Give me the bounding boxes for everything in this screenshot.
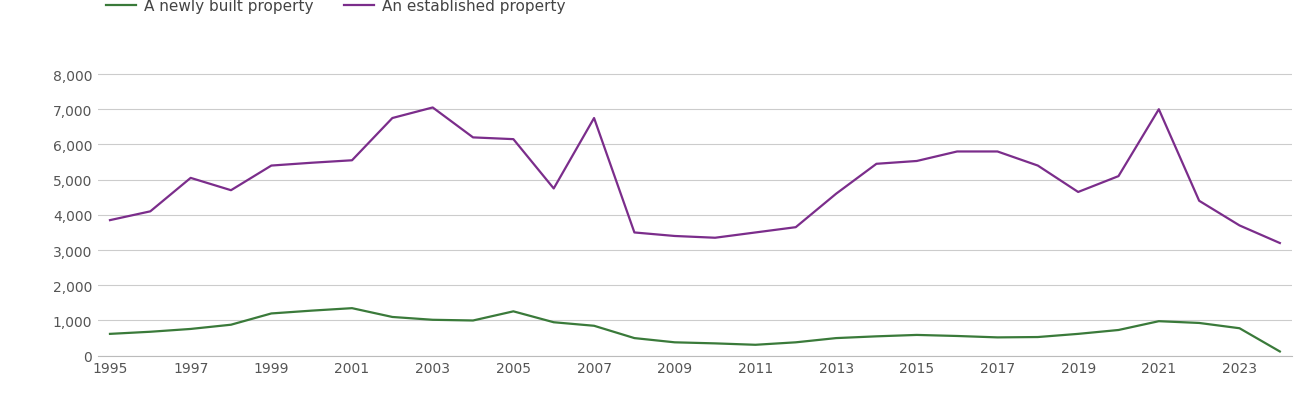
An established property [989, 150, 1005, 155]
A newly built property [829, 336, 844, 341]
An established property [183, 176, 198, 181]
A newly built property [910, 333, 925, 337]
Line: A newly built property: A newly built property [110, 308, 1280, 352]
An established property [505, 137, 521, 142]
A newly built property [1232, 326, 1248, 331]
A newly built property [586, 324, 602, 328]
An established property [465, 136, 480, 141]
A newly built property [989, 335, 1005, 340]
A newly built property [505, 309, 521, 314]
A newly built property [707, 341, 723, 346]
An established property [586, 116, 602, 121]
An established property [1070, 190, 1086, 195]
An established property [1232, 223, 1248, 228]
A newly built property [545, 320, 561, 325]
An established property [626, 230, 642, 235]
An established property [345, 158, 360, 163]
A newly built property [788, 340, 804, 345]
A newly built property [949, 334, 964, 339]
A newly built property [1111, 328, 1126, 333]
An established property [910, 159, 925, 164]
An established property [1272, 241, 1288, 246]
An established property [1030, 164, 1045, 169]
An established property [142, 209, 158, 214]
Line: An established property: An established property [110, 108, 1280, 243]
A newly built property [304, 308, 320, 313]
An established property [667, 234, 683, 239]
A newly built property [102, 332, 117, 337]
A newly built property [264, 311, 279, 316]
An established property [788, 225, 804, 230]
A newly built property [1151, 319, 1167, 324]
A newly built property [142, 330, 158, 335]
An established property [304, 161, 320, 166]
A newly built property [183, 327, 198, 332]
A newly built property [1030, 335, 1045, 339]
A newly built property [869, 334, 885, 339]
An established property [425, 106, 441, 111]
An established property [1191, 199, 1207, 204]
A newly built property [425, 317, 441, 322]
A newly built property [748, 342, 763, 347]
A newly built property [1191, 321, 1207, 326]
An established property [102, 218, 117, 223]
An established property [1111, 174, 1126, 179]
An established property [869, 162, 885, 167]
A newly built property [345, 306, 360, 311]
A newly built property [223, 322, 239, 327]
An established property [829, 192, 844, 197]
A newly built property [385, 315, 401, 320]
Legend: A newly built property, An established property: A newly built property, An established p… [106, 0, 565, 14]
An established property [707, 236, 723, 240]
An established property [223, 188, 239, 193]
A newly built property [667, 340, 683, 345]
A newly built property [1272, 349, 1288, 354]
An established property [385, 116, 401, 121]
An established property [545, 187, 561, 191]
A newly built property [465, 318, 480, 323]
An established property [949, 150, 964, 155]
A newly built property [626, 336, 642, 341]
An established property [264, 164, 279, 169]
An established property [1151, 108, 1167, 112]
An established property [748, 230, 763, 235]
A newly built property [1070, 332, 1086, 337]
